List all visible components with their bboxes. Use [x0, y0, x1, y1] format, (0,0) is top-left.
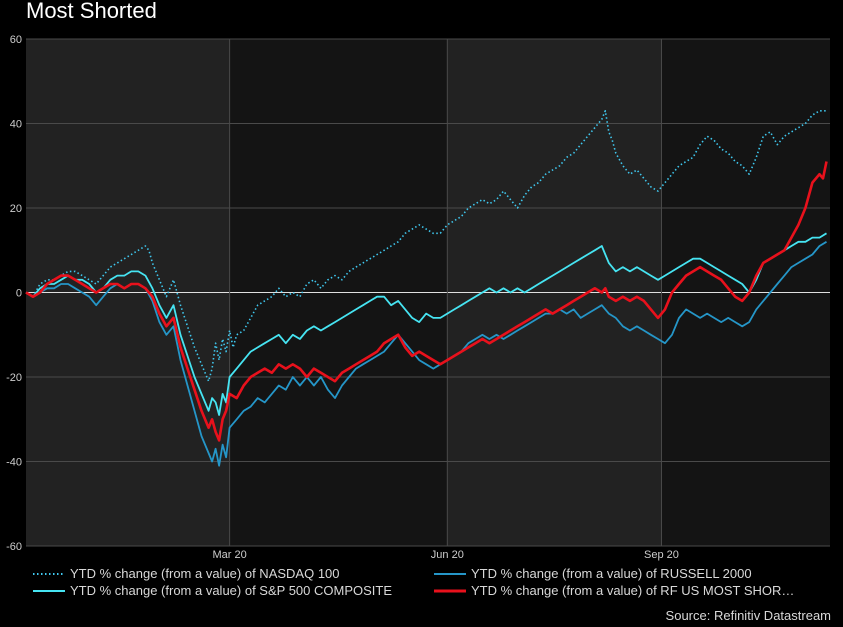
- legend-label: YTD % change (from a value) of NASDAQ 10…: [70, 566, 340, 581]
- series-russell-line: [25, 241, 827, 467]
- y-tick-label: 0: [16, 288, 22, 300]
- gridlines: [26, 38, 830, 547]
- chart-title: Most Shorted: [26, 0, 157, 23]
- x-axis-ticks: Mar 20 Jun 20 Sep 20: [213, 549, 679, 561]
- y-tick-label: -40: [6, 457, 22, 469]
- series-lines: [25, 110, 828, 467]
- x-tick-label: Mar 20: [213, 549, 247, 561]
- y-axis-ticks: 60 40 20 0 -20 -40 -60: [6, 34, 22, 553]
- x-tick-label: Sep 20: [644, 549, 679, 561]
- x-tick-label: Jun 20: [431, 549, 464, 561]
- legend-label: YTD % change (from a value) of RF US MOS…: [471, 583, 794, 598]
- legend: YTD % change (from a value) of NASDAQ 10…: [33, 566, 794, 598]
- y-tick-label: -60: [6, 541, 22, 553]
- series-nasdaq-line: [25, 110, 827, 382]
- series-rf-most-shorted-line: [25, 161, 828, 442]
- y-tick-label: 60: [10, 34, 22, 46]
- source-note: Source: Refinitiv Datastream: [665, 608, 831, 623]
- y-tick-label: 20: [10, 203, 22, 215]
- legend-label: YTD % change (from a value) of RUSSELL 2…: [471, 566, 752, 581]
- y-tick-label: -20: [6, 372, 22, 384]
- y-tick-label: 40: [10, 119, 22, 131]
- legend-label: YTD % change (from a value) of S&P 500 C…: [70, 583, 392, 598]
- series-sp500-line: [25, 232, 827, 416]
